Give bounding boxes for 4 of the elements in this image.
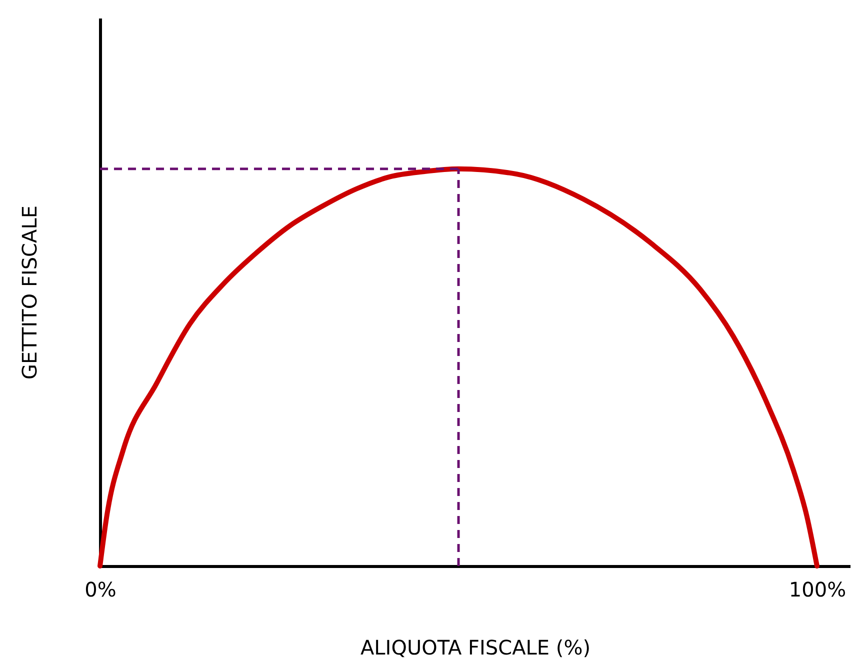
- x-axis-title: ALIQUOTA FISCALE (%): [360, 636, 591, 660]
- x-tick-label: 0%: [84, 578, 116, 602]
- x-tick-label: 100%: [788, 578, 846, 602]
- y-axis-title: GETTITO FISCALE: [18, 206, 42, 380]
